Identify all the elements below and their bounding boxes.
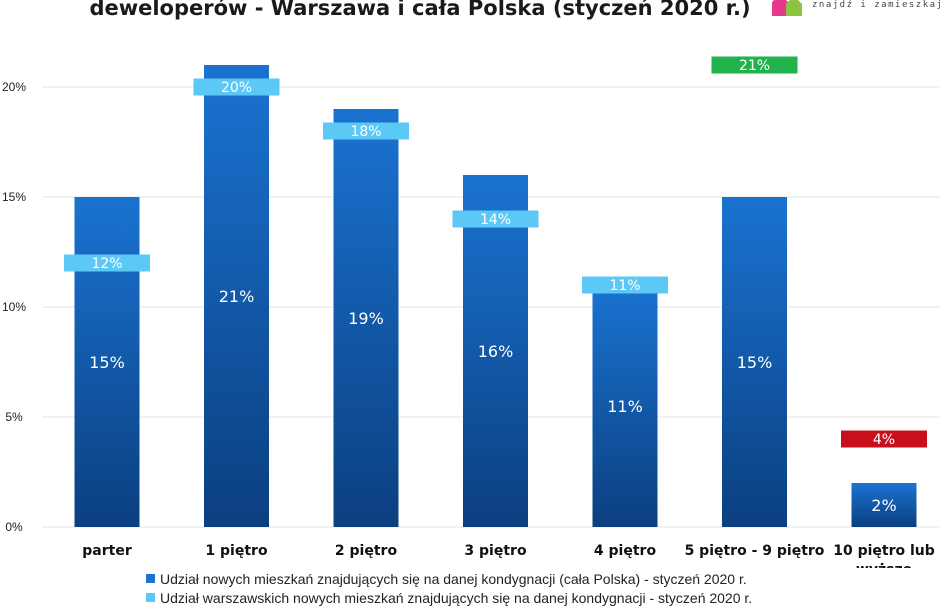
warsaw-value-label: 4% [873, 432, 895, 448]
warsaw-value-label: 20% [221, 80, 252, 96]
legend-swatch [146, 574, 155, 583]
bar-value-label: 16% [478, 342, 514, 361]
bar-value-label: 11% [607, 397, 643, 416]
legend-label: Udział nowych mieszkań znajdujących się … [160, 570, 747, 587]
x-category-label: 10 piętro lub [833, 543, 935, 559]
legend-item: Udział nowych mieszkań znajdujących się … [146, 569, 752, 588]
legend-label: Udział warszawskich nowych mieszkań znaj… [160, 589, 753, 606]
house-logo-icon [772, 0, 802, 16]
warsaw-marker [711, 56, 798, 74]
warsaw-value-label: 12% [91, 256, 122, 272]
y-tick-label: 15% [2, 190, 26, 204]
x-category-label: 5 piętro - 9 piętro [685, 543, 825, 559]
legend-item: Udział warszawskich nowych mieszkań znaj… [146, 588, 752, 607]
x-category-label: 2 piętro [335, 543, 398, 559]
x-category-label: parter [82, 543, 132, 559]
bar-poland [592, 285, 658, 527]
bar-value-label: 15% [89, 353, 125, 372]
bar-chart: 0% 5% 10% 15% 20% 15% 12% parter 21% 20% 1 piętro… [2, 56, 940, 568]
legend-swatch [146, 593, 155, 602]
y-tick-label: 20% [2, 80, 26, 94]
chart-title: deweloperów - Warszawa i cała Polska (st… [89, 0, 751, 20]
warsaw-value-label: 21% [739, 58, 770, 74]
warsaw-marker [582, 276, 668, 294]
warsaw-marker [841, 430, 927, 448]
bar-value-label: 21% [219, 287, 255, 306]
bar-poland [204, 65, 269, 527]
bar-value-label: 2% [871, 496, 896, 515]
logo-tagline: znajdź i zamieszkaj [812, 0, 944, 10]
warsaw-value-label: 11% [609, 278, 640, 294]
x-category-label: 3 piętro [464, 543, 527, 559]
y-tick-label: 5% [5, 410, 23, 424]
bar-value-label: 19% [348, 309, 384, 328]
warsaw-marker [64, 254, 150, 272]
legend: Udział nowych mieszkań znajdujących się … [146, 569, 752, 607]
bar-poland [463, 175, 528, 527]
warsaw-value-label: 14% [480, 212, 511, 228]
logo: znajdź i zamieszkaj [768, 0, 948, 20]
y-tick-label: 0% [5, 520, 23, 534]
warsaw-value-label: 18% [350, 124, 381, 140]
bar-poland [333, 109, 399, 527]
x-category-label: 1 piętro [205, 543, 268, 559]
bar-poland [722, 197, 787, 527]
x-category-label: wyższe [856, 562, 912, 568]
bar-poland [74, 197, 140, 527]
bar-value-label: 15% [737, 353, 773, 372]
x-category-label: 4 piętro [594, 543, 657, 559]
bar-poland [851, 483, 917, 527]
warsaw-marker [193, 78, 280, 96]
warsaw-marker [452, 210, 539, 228]
warsaw-marker [323, 122, 409, 140]
y-tick-label: 10% [2, 300, 26, 314]
